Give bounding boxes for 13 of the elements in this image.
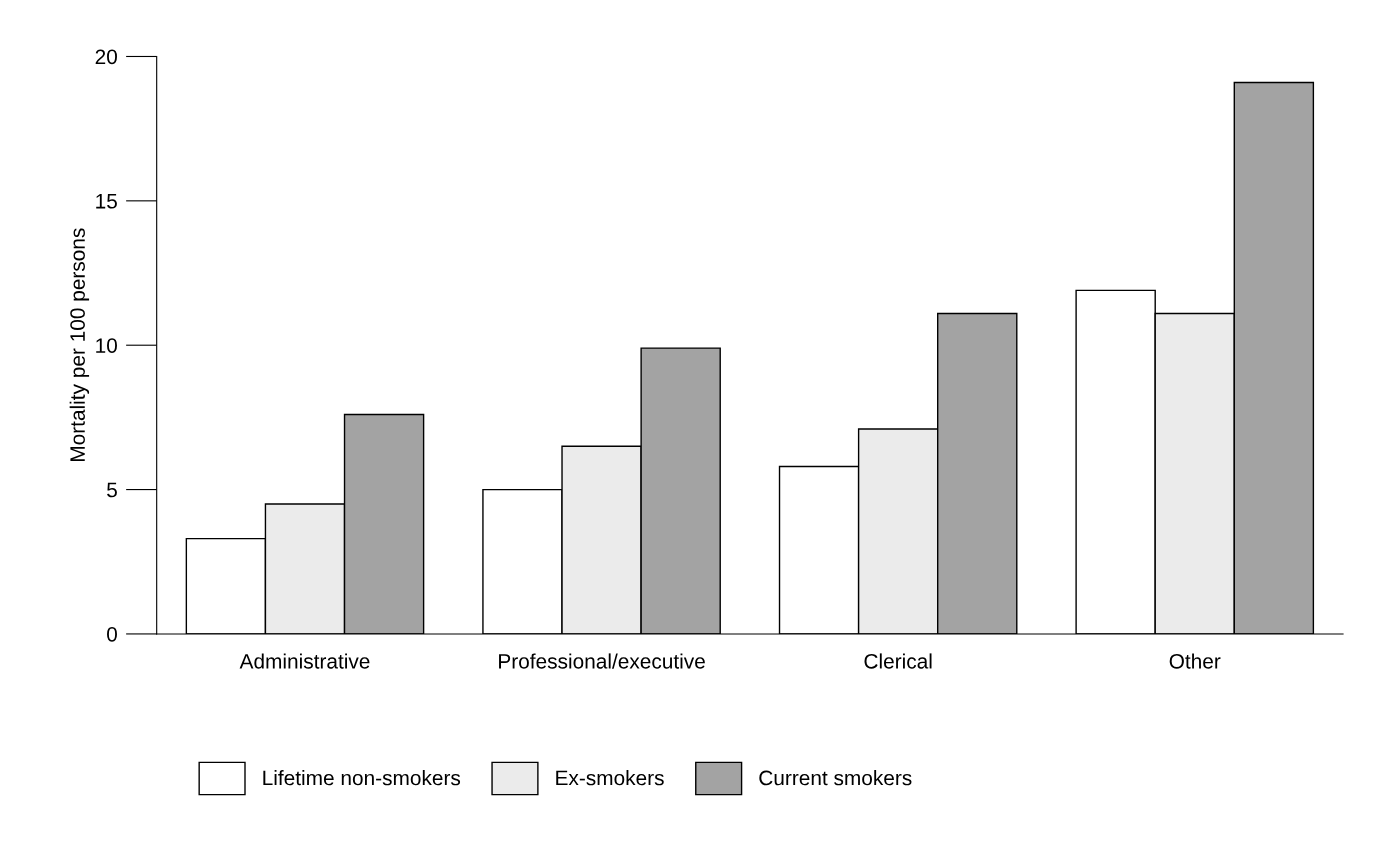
y-tick-label: 20	[95, 49, 117, 65]
x-tick-label: Clerical	[864, 653, 932, 669]
y-tick-label: 0	[107, 626, 117, 642]
y-tick-label: 10	[96, 338, 117, 353]
legend-label: Lifetime non-smokers	[263, 770, 461, 786]
legend-label: Ex-smokers	[556, 770, 664, 786]
x-tick-label: Administrative	[239, 653, 370, 669]
legend-label: Current smokers	[759, 770, 912, 786]
x-tick-label: Professional/executive	[499, 653, 705, 669]
x-tick-label: Other	[1169, 653, 1221, 669]
y-axis-title: Mortality per 100 persons	[69, 228, 90, 462]
y-tick-label: 15	[96, 194, 117, 209]
y-tick-label: 5	[107, 482, 117, 498]
